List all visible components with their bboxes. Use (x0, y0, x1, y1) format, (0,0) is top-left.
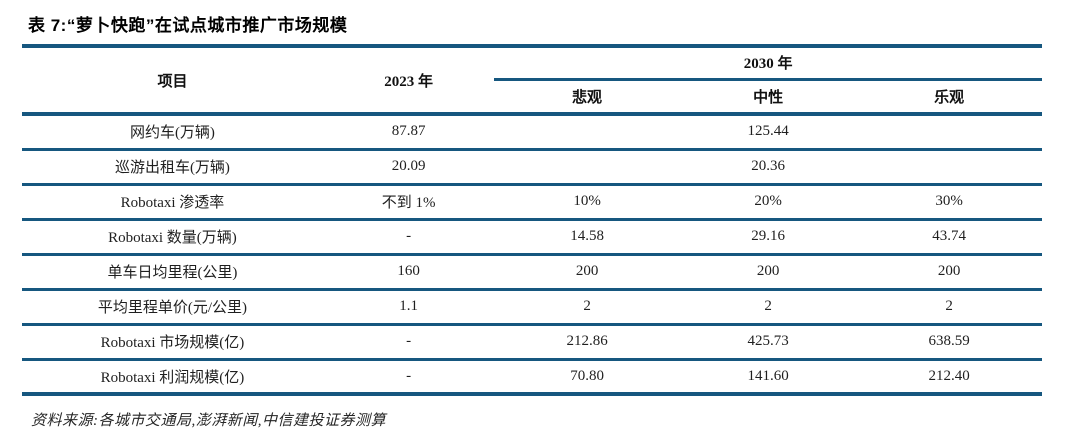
table-row: 单车日均里程(公里) 160 200 200 200 (22, 254, 1042, 289)
row-label: Robotaxi 利润规模(亿) (100, 369, 245, 386)
col-header-neutral: 中性 (679, 79, 857, 116)
cell-2023: - (406, 367, 412, 384)
row-label: 单车日均里程(公里) (107, 265, 238, 281)
cell-optimistic: 30% (935, 193, 963, 209)
cell-2023: 87.87 (391, 123, 426, 140)
cell-pessimistic (494, 114, 680, 149)
cell-2023: 1.1 (399, 298, 418, 314)
row-label: Robotaxi 市场规模(亿) (100, 335, 245, 351)
cell-pessimistic: 10% (573, 193, 601, 209)
table-row: Robotaxi 利润规模(亿) - 70.80 141.60 212.40 (22, 359, 1042, 394)
cell-optimistic: 2 (945, 298, 953, 314)
cell-optimistic: 200 (937, 263, 961, 279)
cell-pessimistic: 2 (583, 298, 591, 314)
cell-2023: - (406, 228, 412, 244)
cell-optimistic: 212.40 (928, 367, 970, 384)
col-header-item: 项目 (22, 46, 323, 116)
table-row: 巡游出租车(万辆) 20.09 20.36 (22, 149, 1042, 184)
cell-optimistic (856, 149, 1042, 184)
table-title: 表 7:“萝卜快跑”在试点城市推广市场规模 (28, 16, 348, 35)
row-label: 巡游出租车(万辆) (114, 160, 230, 176)
cell-pessimistic (494, 149, 680, 184)
row-label: 平均里程单价(元/公里) (97, 300, 248, 316)
col-header-2023: 2023 年 (322, 46, 495, 116)
market-scale-table: 项目 2023 年 2030 年 悲观 中性 乐观 网约车(万辆) 87.87 … (22, 44, 1042, 396)
cell-neutral: 29.16 (751, 228, 785, 244)
cell-2023: - (406, 333, 412, 349)
table-body: 网约车(万辆) 87.87 125.44 巡游出租车(万辆) 20.09 20.… (22, 114, 1042, 394)
cell-2023: 不到 1% (381, 195, 436, 211)
header-row-top: 项目 2023 年 2030 年 (22, 46, 1042, 116)
cell-pessimistic: 14.58 (570, 228, 604, 244)
cell-pessimistic: 200 (575, 263, 599, 279)
cell-optimistic: 43.74 (932, 228, 967, 244)
cell-neutral: 200 (756, 263, 780, 279)
header-row-scenarios: 悲观 中性 乐观 (22, 79, 1042, 116)
table-header: 项目 2023 年 2030 年 悲观 中性 乐观 (22, 46, 1042, 116)
table-row: Robotaxi 市场规模(亿) - 212.86 425.73 638.59 (22, 324, 1042, 359)
table-row: Robotaxi 渗透率 不到 1% 10% 20% 30% (22, 184, 1042, 219)
row-label: 网约车(万辆) (129, 125, 215, 142)
table-row: Robotaxi 数量(万辆) - 14.58 29.16 43.74 (22, 219, 1042, 254)
cell-2023: 160 (397, 263, 420, 279)
cell-optimistic: 638.59 (928, 333, 970, 349)
cell-neutral: 2 (764, 298, 772, 314)
cell-2023: 20.09 (391, 158, 426, 174)
cell-optimistic (856, 114, 1042, 149)
source-note: 资料来源:各城市交通局,澎湃新闻,中信建投证券测算 (31, 413, 386, 429)
cell-pessimistic: 70.80 (570, 367, 604, 384)
table-row: 网约车(万辆) 87.87 125.44 (22, 114, 1042, 149)
table-row: 平均里程单价(元/公里) 1.1 2 2 2 (22, 289, 1042, 324)
row-label: Robotaxi 渗透率 (120, 195, 225, 211)
cell-neutral: 141.60 (747, 367, 789, 384)
col-header-pessimistic: 悲观 (494, 79, 680, 116)
col-header-optimistic: 乐观 (856, 79, 1042, 116)
col-header-2030: 2030 年 (494, 46, 1042, 81)
cell-neutral: 20.36 (751, 158, 785, 174)
cell-pessimistic: 212.86 (566, 333, 608, 349)
cell-neutral: 125.44 (747, 123, 789, 140)
cell-neutral: 20% (754, 193, 782, 209)
row-label: Robotaxi 数量(万辆) (108, 230, 237, 246)
cell-neutral: 425.73 (747, 333, 789, 349)
